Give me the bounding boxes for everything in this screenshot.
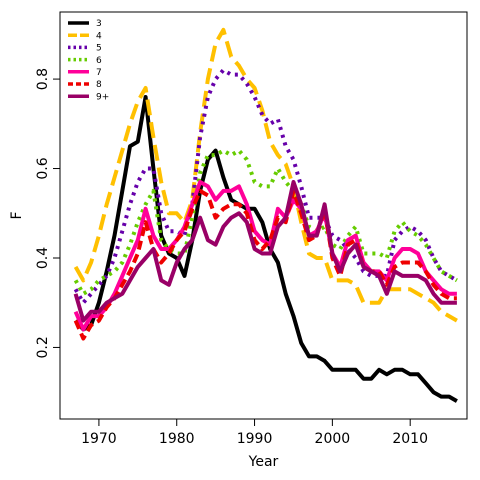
series-line-7 [73, 180, 457, 332]
series-line-5 [73, 68, 458, 305]
x-tick-label: 2000 [315, 431, 351, 447]
x-tick-label: 2010 [392, 431, 428, 447]
series-line-4 [73, 27, 458, 323]
y-tick-label: 0.4 [35, 247, 51, 269]
y-tick-label: 0.6 [35, 157, 51, 179]
y-axis-label: F [9, 211, 25, 219]
legend-label: 8 [96, 80, 102, 90]
series-line-6 [73, 148, 458, 296]
legend-label: 7 [96, 68, 102, 78]
series-layer [73, 27, 458, 403]
series-line-3 [74, 95, 458, 403]
x-tick-label: 1970 [81, 431, 117, 447]
x-tick-label: 1990 [237, 431, 273, 447]
legend-label: 3 [96, 19, 102, 29]
series-line-9plus [73, 180, 457, 323]
legend-label: 5 [96, 44, 102, 54]
plot-frame [59, 11, 468, 420]
legend-label: 9+ [96, 92, 109, 102]
series-line-8 [73, 188, 457, 341]
x-axis: 1970 1980 1990 2000 2010 [81, 418, 428, 447]
x-axis-label: Year [248, 454, 279, 470]
legend: 3 4 5 6 7 8 9+ [68, 19, 109, 102]
legend-label: 4 [96, 31, 102, 41]
y-tick-label: 0.2 [35, 336, 51, 358]
y-axis: 0.2 0.4 0.6 0.8 [35, 68, 60, 359]
y-tick-label: 0.8 [35, 68, 51, 90]
x-tick-label: 1980 [159, 431, 195, 447]
legend-label: 6 [96, 56, 102, 66]
